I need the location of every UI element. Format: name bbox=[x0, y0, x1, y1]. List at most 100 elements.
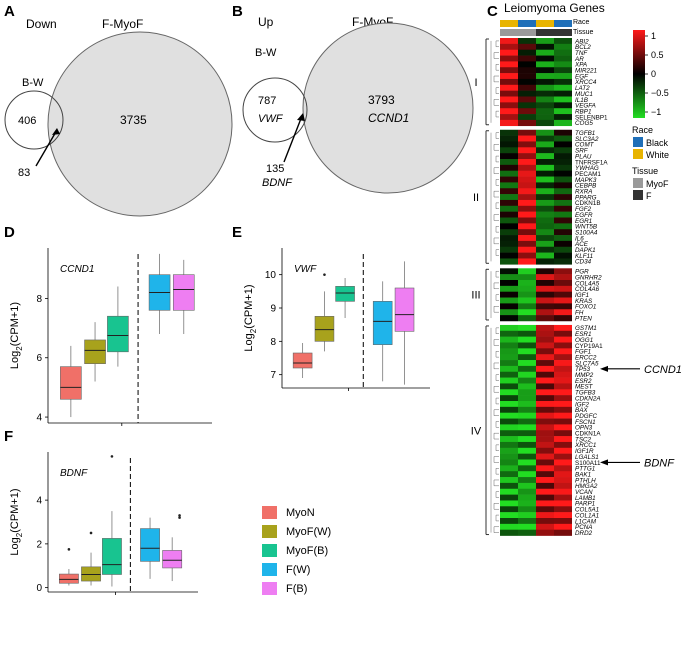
heatmap-cell bbox=[536, 365, 554, 373]
heatmap-cell bbox=[500, 371, 518, 378]
heatmap-cell bbox=[554, 153, 572, 160]
heatmap-cell bbox=[536, 129, 554, 136]
dendrogram-branch bbox=[495, 110, 499, 118]
dendrogram-branch bbox=[493, 282, 499, 290]
heatmap-cell bbox=[518, 78, 536, 86]
gene-label: PCNA bbox=[575, 524, 593, 531]
gene-label: EGFR bbox=[575, 212, 593, 219]
heatmap-cell bbox=[554, 84, 572, 91]
heatmap-cell bbox=[518, 309, 536, 316]
gene-label: COG5 bbox=[575, 120, 593, 127]
heatmap-cell bbox=[554, 235, 572, 242]
heatmap-cell bbox=[500, 274, 518, 281]
heatmap-cell bbox=[554, 211, 572, 218]
heatmap-cell bbox=[554, 477, 572, 484]
heatmap-cell bbox=[500, 194, 518, 201]
heatmap-cell bbox=[536, 252, 554, 259]
heatmap-cell bbox=[500, 240, 518, 248]
gene-label: COL5A1 bbox=[575, 507, 599, 514]
scale-tick-label: 1 bbox=[651, 31, 656, 41]
gene-label: TNFRSF1A bbox=[575, 159, 608, 166]
heatmap-cell bbox=[536, 342, 554, 349]
heatmap-cell bbox=[518, 430, 536, 437]
dendrogram-branch bbox=[495, 351, 499, 358]
heatmap-cell bbox=[554, 73, 572, 80]
dendrogram-branch bbox=[493, 479, 499, 487]
heatmap-cell bbox=[518, 336, 536, 343]
heatmap-cell bbox=[518, 506, 536, 513]
heatmap-cell bbox=[518, 330, 536, 337]
heatmap-cell bbox=[554, 176, 572, 183]
legend-label: MyoF(B) bbox=[286, 545, 328, 557]
heatmap-cell bbox=[554, 465, 572, 472]
callout-arrowhead bbox=[600, 365, 608, 372]
heatmap-cell bbox=[518, 360, 536, 367]
heatmap-cell bbox=[554, 102, 572, 109]
legend-tissue-myof-swatch bbox=[633, 178, 643, 188]
outlier-point bbox=[89, 531, 93, 535]
boxplot-e-plot: 7 8 9 10 Log2(CPM+1) VWF bbox=[243, 248, 430, 391]
venn-b-overlap-arrow bbox=[283, 115, 303, 163]
heatmap-cell bbox=[554, 500, 572, 507]
heatmap-cell bbox=[518, 401, 536, 408]
gene-label: COL1A1 bbox=[575, 512, 599, 519]
gene-label: PTTG1 bbox=[575, 466, 595, 473]
dendrogram-branch bbox=[495, 374, 499, 381]
heatmap-cell bbox=[500, 164, 518, 171]
heatmap-cell bbox=[554, 303, 572, 310]
heatmap-cell bbox=[554, 441, 572, 449]
gene-label: S100A11 bbox=[575, 460, 601, 467]
legend-tissue-title: Tissue bbox=[632, 166, 658, 176]
heatmap-cell bbox=[500, 303, 518, 310]
dendrogram-branch bbox=[495, 327, 499, 334]
race-annotation-cell bbox=[536, 20, 554, 27]
dendrogram-branch bbox=[493, 526, 499, 533]
heatmap-cell bbox=[554, 523, 572, 530]
gene-label: ABI2 bbox=[574, 38, 589, 45]
heatmap-cell bbox=[500, 223, 518, 230]
heatmap-cell bbox=[536, 67, 554, 74]
heatmap-cell bbox=[518, 90, 536, 97]
gene-label: ERCC2 bbox=[575, 354, 597, 361]
venn-b: B Up F-MyoF B-W 787 VWF 3793 CCND1 135 B… bbox=[232, 3, 474, 194]
dendrogram-branch bbox=[495, 397, 499, 405]
heatmap-cell bbox=[536, 430, 554, 437]
heatmap-cell bbox=[518, 518, 536, 525]
heatmap-cell bbox=[536, 395, 554, 402]
venn-a-direction: Down bbox=[26, 17, 57, 31]
heatmap-cell bbox=[500, 114, 518, 121]
heatmap-cell bbox=[500, 78, 518, 86]
heatmap-cell bbox=[518, 182, 536, 189]
dendrogram-branch bbox=[495, 40, 499, 48]
gene-label: CD34 bbox=[575, 259, 592, 266]
y-tick-label: 6 bbox=[36, 353, 42, 364]
gene-label: GSTM1 bbox=[575, 325, 597, 332]
heatmap-cell bbox=[554, 459, 572, 466]
heatmap-cell bbox=[554, 182, 572, 189]
heatmap-cell bbox=[500, 205, 518, 212]
gene-label: FOXO1 bbox=[575, 304, 596, 311]
heatmap-cell bbox=[500, 159, 518, 166]
heatmap-cell bbox=[554, 371, 572, 378]
box-MyoF(W) bbox=[314, 316, 335, 342]
gene-label: SELENBP1 bbox=[575, 114, 608, 121]
box-MyoF(B) bbox=[107, 315, 129, 353]
heatmap-panel: C Leiomyoma Genes Race Tissue ABI2BCL2TN… bbox=[471, 1, 682, 537]
dendrogram-branch bbox=[495, 64, 499, 71]
gene-label: PARP1 bbox=[575, 501, 595, 508]
dendrogram-branch bbox=[493, 386, 499, 393]
outlier-point bbox=[110, 455, 114, 458]
heatmap-cell bbox=[500, 252, 518, 259]
venn-a-arrowhead bbox=[52, 128, 60, 135]
gene-label: XPA bbox=[574, 62, 587, 69]
heatmap-cell bbox=[500, 188, 518, 195]
box-F(B) bbox=[172, 274, 195, 311]
heatmap-cell bbox=[554, 129, 572, 136]
dendrogram-branch bbox=[493, 52, 499, 59]
heatmap-cell bbox=[500, 471, 518, 478]
tissue-annotation-cell bbox=[554, 29, 572, 36]
annot-tissue-label: Tissue bbox=[573, 29, 593, 36]
gene-label: MAPK3 bbox=[575, 177, 597, 184]
heatmap-cell bbox=[554, 424, 572, 431]
heatmap-cell bbox=[518, 188, 536, 195]
